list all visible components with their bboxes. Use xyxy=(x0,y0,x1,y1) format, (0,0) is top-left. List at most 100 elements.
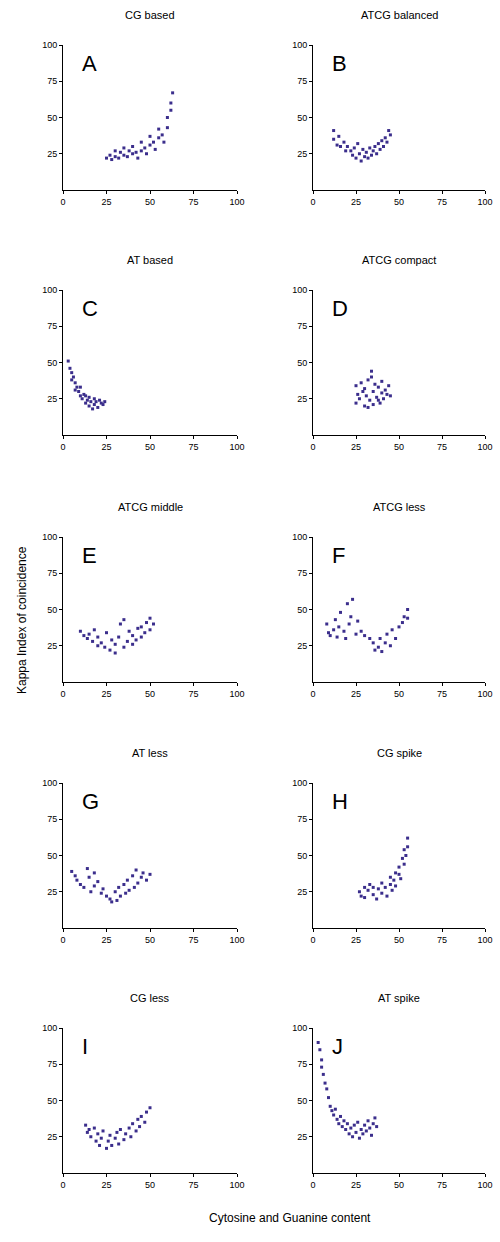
svg-text:25: 25 xyxy=(101,1180,111,1190)
svg-text:50: 50 xyxy=(297,851,307,861)
svg-text:50: 50 xyxy=(145,197,155,207)
svg-text:75: 75 xyxy=(437,689,447,699)
svg-text:100: 100 xyxy=(477,442,492,452)
svg-text:50: 50 xyxy=(145,935,155,945)
svg-text:AT based: AT based xyxy=(127,254,173,266)
svg-text:E: E xyxy=(82,543,97,568)
svg-text:50: 50 xyxy=(394,689,404,699)
svg-text:H: H xyxy=(332,789,348,814)
svg-text:25: 25 xyxy=(297,641,307,651)
svg-text:100: 100 xyxy=(229,442,244,452)
svg-text:100: 100 xyxy=(477,1180,492,1190)
svg-text:B: B xyxy=(332,51,347,76)
svg-text:50: 50 xyxy=(47,851,57,861)
svg-text:100: 100 xyxy=(42,40,57,50)
svg-text:75: 75 xyxy=(437,197,447,207)
svg-text:25: 25 xyxy=(351,1180,361,1190)
svg-text:ATCG compact: ATCG compact xyxy=(362,254,436,266)
svg-text:50: 50 xyxy=(297,1096,307,1106)
svg-text:ATCG balanced: ATCG balanced xyxy=(361,9,438,21)
svg-text:0: 0 xyxy=(60,442,65,452)
svg-text:100: 100 xyxy=(292,532,307,542)
svg-text:25: 25 xyxy=(297,1132,307,1142)
svg-text:0: 0 xyxy=(310,197,315,207)
svg-text:50: 50 xyxy=(297,113,307,123)
svg-text:A: A xyxy=(82,51,97,76)
svg-text:100: 100 xyxy=(229,1180,244,1190)
svg-text:75: 75 xyxy=(188,935,198,945)
svg-text:75: 75 xyxy=(47,76,57,86)
svg-text:25: 25 xyxy=(47,887,57,897)
svg-text:0: 0 xyxy=(310,442,315,452)
svg-text:25: 25 xyxy=(47,394,57,404)
svg-text:75: 75 xyxy=(47,814,57,824)
svg-text:CG spike: CG spike xyxy=(377,747,422,759)
svg-text:C: C xyxy=(82,296,98,321)
svg-text:CG less: CG less xyxy=(130,992,170,1004)
svg-text:100: 100 xyxy=(292,1023,307,1033)
svg-text:0: 0 xyxy=(310,935,315,945)
svg-text:100: 100 xyxy=(42,1023,57,1033)
svg-text:25: 25 xyxy=(297,149,307,159)
svg-text:0: 0 xyxy=(310,1180,315,1190)
svg-text:100: 100 xyxy=(292,40,307,50)
svg-text:25: 25 xyxy=(297,887,307,897)
svg-text:25: 25 xyxy=(101,935,111,945)
svg-text:0: 0 xyxy=(60,1180,65,1190)
svg-text:25: 25 xyxy=(351,442,361,452)
svg-text:25: 25 xyxy=(351,935,361,945)
svg-text:75: 75 xyxy=(437,442,447,452)
svg-text:75: 75 xyxy=(188,442,198,452)
svg-text:75: 75 xyxy=(437,1180,447,1190)
svg-text:G: G xyxy=(82,789,99,814)
svg-text:Cytosine and Guanine content: Cytosine and Guanine content xyxy=(209,1211,371,1225)
svg-text:75: 75 xyxy=(297,1059,307,1069)
svg-text:100: 100 xyxy=(229,197,244,207)
svg-text:0: 0 xyxy=(310,689,315,699)
svg-text:0: 0 xyxy=(60,935,65,945)
svg-text:25: 25 xyxy=(101,442,111,452)
svg-text:50: 50 xyxy=(297,605,307,615)
svg-text:50: 50 xyxy=(47,605,57,615)
svg-text:75: 75 xyxy=(297,814,307,824)
svg-text:50: 50 xyxy=(145,442,155,452)
svg-text:25: 25 xyxy=(297,394,307,404)
svg-text:100: 100 xyxy=(477,689,492,699)
svg-text:50: 50 xyxy=(394,442,404,452)
svg-text:50: 50 xyxy=(394,197,404,207)
svg-text:75: 75 xyxy=(188,197,198,207)
svg-text:50: 50 xyxy=(297,358,307,368)
svg-text:J: J xyxy=(332,1034,343,1059)
svg-text:100: 100 xyxy=(42,532,57,542)
svg-text:75: 75 xyxy=(188,1180,198,1190)
svg-text:0: 0 xyxy=(60,197,65,207)
svg-text:25: 25 xyxy=(351,197,361,207)
svg-text:CG based: CG based xyxy=(125,9,175,21)
svg-text:ATCG less: ATCG less xyxy=(373,501,426,513)
svg-text:75: 75 xyxy=(437,935,447,945)
svg-text:50: 50 xyxy=(47,1096,57,1106)
svg-text:100: 100 xyxy=(42,285,57,295)
svg-text:25: 25 xyxy=(47,1132,57,1142)
svg-text:75: 75 xyxy=(297,321,307,331)
svg-text:25: 25 xyxy=(351,689,361,699)
svg-text:100: 100 xyxy=(229,935,244,945)
svg-text:D: D xyxy=(332,296,348,321)
svg-text:100: 100 xyxy=(229,689,244,699)
svg-text:75: 75 xyxy=(47,1059,57,1069)
svg-text:AT spike: AT spike xyxy=(378,992,420,1004)
svg-text:75: 75 xyxy=(188,689,198,699)
svg-text:25: 25 xyxy=(101,689,111,699)
svg-text:50: 50 xyxy=(47,113,57,123)
svg-text:0: 0 xyxy=(60,689,65,699)
svg-text:75: 75 xyxy=(297,76,307,86)
svg-text:Kappa Index of coincidence: Kappa Index of coincidence xyxy=(15,546,29,694)
svg-text:75: 75 xyxy=(297,568,307,578)
svg-text:100: 100 xyxy=(292,778,307,788)
svg-text:AT less: AT less xyxy=(132,747,168,759)
svg-text:25: 25 xyxy=(101,197,111,207)
svg-text:F: F xyxy=(332,543,345,568)
svg-text:50: 50 xyxy=(394,1180,404,1190)
svg-text:ATCG middle: ATCG middle xyxy=(118,501,183,513)
svg-text:100: 100 xyxy=(42,778,57,788)
